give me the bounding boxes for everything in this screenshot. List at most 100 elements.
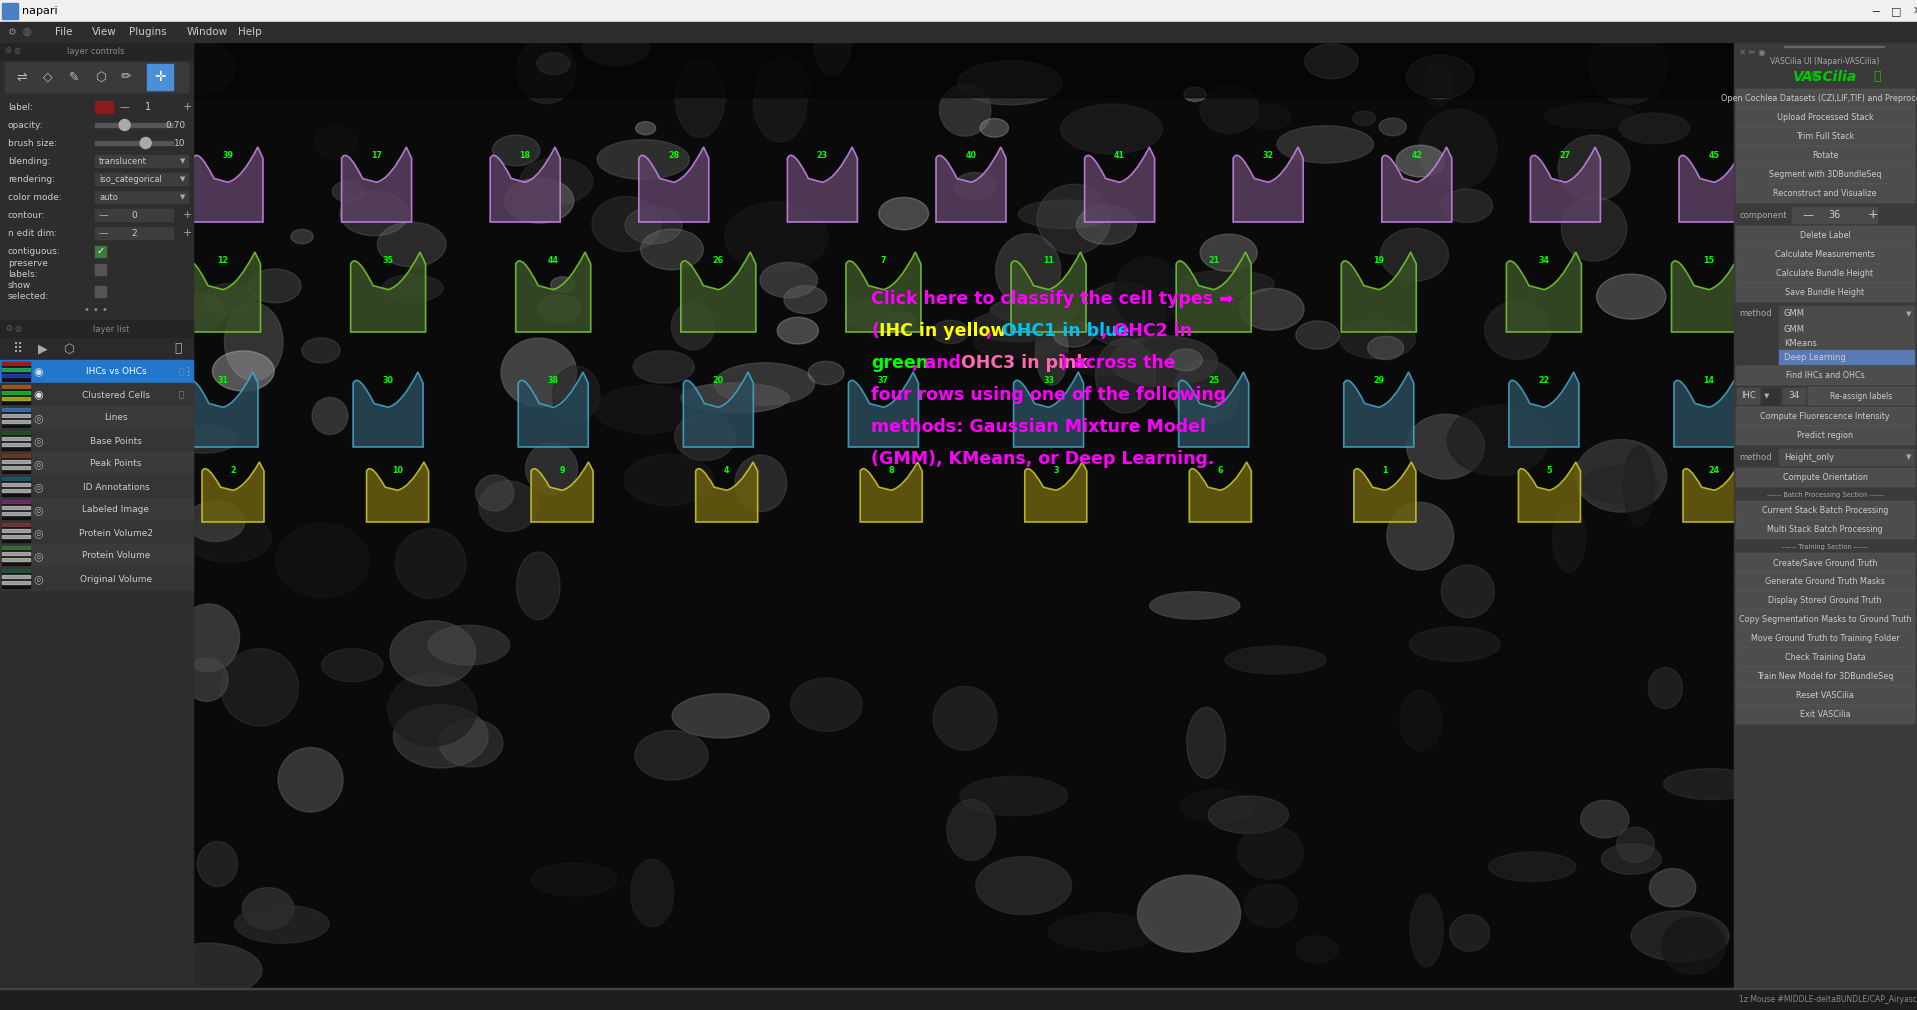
Ellipse shape (276, 523, 370, 598)
Text: 23: 23 (817, 152, 828, 160)
Bar (96, 173, 188, 185)
PathPatch shape (1014, 372, 1083, 447)
Ellipse shape (153, 943, 263, 997)
Ellipse shape (1081, 282, 1166, 346)
Ellipse shape (1208, 796, 1288, 833)
Ellipse shape (171, 42, 236, 95)
Ellipse shape (531, 863, 617, 896)
Bar (96, 191, 188, 203)
Text: ✎: ✎ (69, 71, 79, 84)
Text: 35: 35 (383, 256, 393, 265)
Ellipse shape (167, 294, 224, 331)
Ellipse shape (980, 118, 1008, 137)
Bar (1779, 350, 1913, 364)
FancyBboxPatch shape (1737, 501, 1915, 520)
Text: ▼: ▼ (1905, 311, 1911, 317)
Text: ◎: ◎ (33, 482, 42, 492)
Bar (2, 414, 31, 417)
Ellipse shape (1035, 319, 1068, 385)
Ellipse shape (479, 481, 539, 531)
Text: • • •: • • • (84, 305, 107, 315)
Ellipse shape (734, 456, 786, 512)
Text: 17: 17 (372, 152, 381, 160)
Bar (0, 567, 194, 590)
Bar (0, 544, 194, 567)
Text: 🌿: 🌿 (1873, 71, 1881, 84)
Bar (2, 500, 31, 503)
Bar (2, 391, 31, 394)
Bar (1779, 322, 1913, 336)
FancyBboxPatch shape (1737, 667, 1915, 686)
PathPatch shape (1674, 372, 1744, 447)
Ellipse shape (516, 551, 560, 620)
Text: 🔓: 🔓 (178, 391, 184, 400)
PathPatch shape (1679, 147, 1748, 222)
Ellipse shape (807, 362, 843, 385)
Ellipse shape (387, 673, 477, 745)
Ellipse shape (1173, 361, 1240, 424)
Text: Exit VASCilia: Exit VASCilia (1800, 710, 1850, 719)
Bar (1735, 42, 1917, 1010)
Ellipse shape (976, 856, 1072, 915)
PathPatch shape (1672, 252, 1746, 332)
Text: ,: , (985, 322, 999, 340)
Text: +: + (1867, 208, 1879, 221)
Ellipse shape (1049, 913, 1158, 950)
Bar (2, 420, 31, 423)
Ellipse shape (550, 277, 575, 293)
Text: green: green (870, 354, 928, 372)
PathPatch shape (1509, 372, 1580, 447)
Ellipse shape (583, 26, 650, 66)
Text: color mode:: color mode: (8, 193, 61, 202)
Bar (2, 362, 31, 365)
Text: contour:: contour: (8, 210, 46, 219)
Ellipse shape (1367, 336, 1403, 360)
Ellipse shape (1442, 189, 1493, 222)
Ellipse shape (845, 299, 893, 330)
Ellipse shape (1553, 504, 1585, 573)
Text: Find IHCs and OHCs: Find IHCs and OHCs (1785, 371, 1865, 380)
Ellipse shape (759, 263, 817, 298)
Ellipse shape (1616, 827, 1654, 863)
Ellipse shape (640, 229, 704, 270)
Ellipse shape (242, 888, 293, 929)
PathPatch shape (1179, 372, 1248, 447)
Bar (2, 443, 31, 446)
Ellipse shape (291, 229, 312, 243)
Ellipse shape (249, 269, 301, 303)
Ellipse shape (516, 37, 575, 104)
Ellipse shape (1409, 627, 1501, 662)
Ellipse shape (1225, 646, 1327, 674)
Text: 31: 31 (217, 376, 228, 385)
FancyBboxPatch shape (1737, 264, 1915, 283)
Text: —: — (100, 210, 109, 220)
Ellipse shape (1649, 668, 1683, 709)
FancyBboxPatch shape (1737, 572, 1915, 591)
Ellipse shape (813, 11, 851, 75)
FancyBboxPatch shape (1737, 184, 1915, 203)
Bar (2, 569, 31, 572)
Ellipse shape (1378, 118, 1407, 135)
Ellipse shape (1407, 55, 1474, 99)
Text: ◎: ◎ (33, 528, 42, 538)
Text: ) across the: ) across the (1060, 354, 1175, 372)
Text: Trim Full Stack: Trim Full Stack (1796, 132, 1854, 141)
Text: 12: 12 (217, 256, 228, 265)
Text: ▼: ▼ (180, 194, 186, 200)
Bar (2, 454, 31, 457)
Bar (1764, 388, 1779, 404)
Bar (2, 431, 31, 450)
Bar (194, 42, 1735, 97)
Text: +: + (182, 228, 192, 238)
Bar (96, 227, 173, 239)
FancyBboxPatch shape (1737, 245, 1915, 264)
Text: ⬡: ⬡ (56, 994, 65, 1004)
Ellipse shape (1240, 289, 1304, 330)
Text: 36: 36 (1829, 210, 1840, 220)
Text: OHC1 in blue: OHC1 in blue (1003, 322, 1129, 340)
Bar (2, 500, 31, 519)
Bar (0, 988, 1917, 1010)
Ellipse shape (493, 135, 541, 166)
Text: , and: , and (912, 354, 966, 372)
Text: Reset VASCilia: Reset VASCilia (1796, 691, 1854, 700)
